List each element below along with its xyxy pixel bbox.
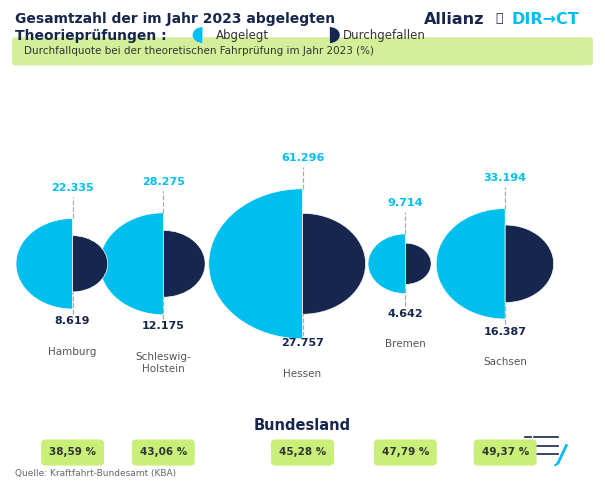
- Text: 43,06 %: 43,06 %: [140, 447, 187, 457]
- Text: Quelle: Kraftfahrt-Bundesamt (KBA): Quelle: Kraftfahrt-Bundesamt (KBA): [15, 469, 176, 478]
- Text: Gesamtzahl der im Jahr 2023 abgelegten: Gesamtzahl der im Jahr 2023 abgelegten: [15, 12, 335, 26]
- Text: Hessen: Hessen: [283, 369, 322, 379]
- Text: 61.296: 61.296: [281, 153, 324, 163]
- Text: 38,59 %: 38,59 %: [49, 447, 96, 457]
- Text: 22.335: 22.335: [51, 183, 94, 193]
- Text: Durchgefallen: Durchgefallen: [343, 29, 426, 42]
- Text: 45,28 %: 45,28 %: [279, 447, 326, 457]
- Text: 47,79 %: 47,79 %: [382, 447, 429, 457]
- Text: Durchfallquote bei der theoretischen Fahrprüfung im Jahr 2023 (%): Durchfallquote bei der theoretischen Fah…: [24, 46, 374, 56]
- Text: Theorieprüfungen :: Theorieprüfungen :: [15, 29, 167, 43]
- Text: 33.194: 33.194: [483, 173, 527, 183]
- Text: 27.757: 27.757: [281, 338, 324, 348]
- Text: Abgelegt: Abgelegt: [216, 29, 269, 42]
- Text: Bundesland: Bundesland: [254, 419, 351, 433]
- Text: 4.642: 4.642: [388, 309, 423, 318]
- Text: 9.714: 9.714: [388, 198, 423, 208]
- Text: Hamburg: Hamburg: [48, 347, 97, 357]
- Text: 8.619: 8.619: [55, 316, 90, 326]
- Text: Ⓜ: Ⓜ: [495, 12, 503, 25]
- Text: Schleswig-
Holstein: Schleswig- Holstein: [136, 352, 191, 374]
- Text: 28.275: 28.275: [142, 177, 185, 187]
- Text: 16.387: 16.387: [483, 327, 527, 337]
- Text: Bremen: Bremen: [385, 339, 426, 349]
- Text: 49,37 %: 49,37 %: [482, 447, 529, 457]
- Text: Sachsen: Sachsen: [483, 357, 527, 367]
- Text: 12.175: 12.175: [142, 321, 185, 332]
- Text: Allianz: Allianz: [424, 12, 484, 27]
- Text: DIR→CT: DIR→CT: [511, 12, 579, 27]
